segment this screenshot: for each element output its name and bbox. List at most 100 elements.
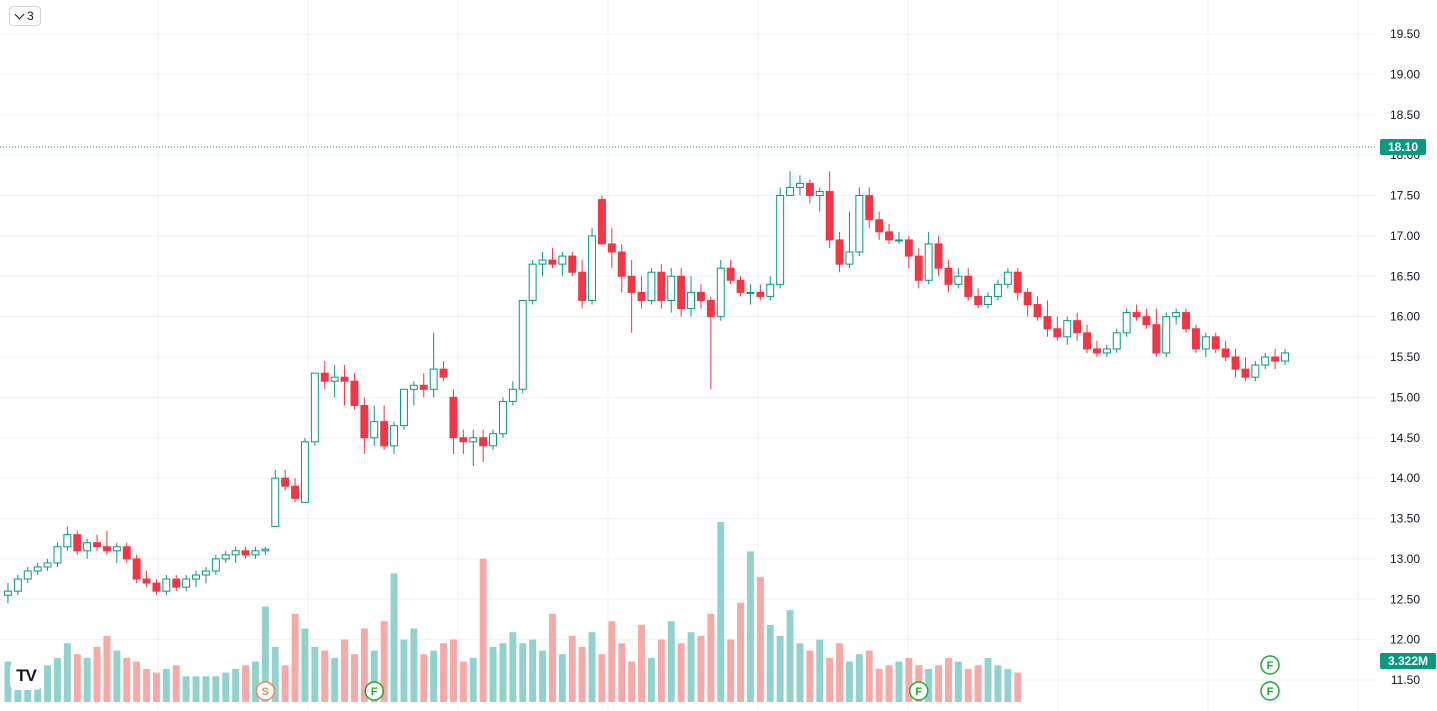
candle xyxy=(112,542,121,563)
candle-body xyxy=(914,255,923,281)
volume-bar xyxy=(222,672,230,702)
candle-body xyxy=(13,578,22,592)
candle xyxy=(706,296,715,390)
marker-label: F xyxy=(915,686,922,698)
volume-bar xyxy=(786,610,794,702)
candle xyxy=(667,268,676,313)
candle-body xyxy=(102,546,111,552)
candle-body xyxy=(429,368,438,390)
volume-bar xyxy=(182,676,190,702)
volume-bar xyxy=(420,654,428,702)
candle-body xyxy=(815,190,824,196)
volume-bar xyxy=(737,602,745,702)
candle-body xyxy=(518,299,527,390)
candle xyxy=(637,276,646,309)
candle xyxy=(192,570,201,588)
candle xyxy=(825,171,834,248)
price-axis[interactable]: 19.5019.0018.5018.0017.5017.0016.5016.00… xyxy=(1390,27,1420,687)
volume-bar xyxy=(865,650,873,702)
candle-body xyxy=(122,546,131,560)
candle xyxy=(845,211,854,269)
volume-bar xyxy=(935,665,943,702)
candle-body xyxy=(558,255,567,265)
candle xyxy=(766,276,775,301)
y-tick-label: 14.00 xyxy=(1390,471,1420,485)
candle xyxy=(409,381,418,406)
y-tick-label: 17.50 xyxy=(1390,189,1420,203)
candle-body xyxy=(825,190,834,241)
volume-bar xyxy=(370,650,378,702)
candle xyxy=(1261,352,1270,370)
volume-bar xyxy=(994,665,1002,702)
candle-body xyxy=(845,251,854,265)
volume-bar xyxy=(845,661,853,702)
volume-bar xyxy=(568,635,576,702)
candle-body xyxy=(201,570,210,576)
volume-bar xyxy=(261,606,269,702)
volume-bar xyxy=(341,639,349,702)
candle xyxy=(1132,304,1141,321)
volume-bar xyxy=(944,657,952,702)
candle-body xyxy=(548,259,557,265)
volume-bar xyxy=(925,668,933,702)
marker-label: F xyxy=(1267,686,1274,698)
volume-bar xyxy=(123,657,131,702)
candle-body xyxy=(360,404,369,439)
volume-bar xyxy=(954,661,962,702)
candle-body xyxy=(132,558,141,580)
candle xyxy=(142,570,151,588)
volume-bar xyxy=(162,668,170,702)
candle xyxy=(835,231,844,273)
volume-bar xyxy=(964,668,972,702)
candle xyxy=(310,372,319,446)
candle-body xyxy=(300,441,309,503)
volume-bars xyxy=(4,522,1022,702)
candle xyxy=(993,280,1002,301)
candle-body xyxy=(83,542,92,552)
candle xyxy=(954,268,963,289)
candle xyxy=(63,526,72,551)
candle-body xyxy=(192,574,201,580)
candle xyxy=(13,575,22,596)
candle xyxy=(1182,308,1191,333)
candle xyxy=(53,542,62,567)
candle-body xyxy=(726,267,735,281)
event-markers[interactable]: S F F F F xyxy=(255,655,1280,701)
y-tick-label: 11.50 xyxy=(1391,673,1420,687)
candle xyxy=(390,421,399,454)
candle-body xyxy=(1063,320,1072,338)
volume-bar xyxy=(242,665,250,702)
candle xyxy=(350,373,359,410)
collapse-indicators-button[interactable]: 3 xyxy=(9,6,41,26)
candle xyxy=(687,276,696,317)
candle xyxy=(221,550,230,563)
candle xyxy=(1092,340,1101,357)
candle xyxy=(904,235,913,269)
candle xyxy=(726,260,735,285)
y-tick-label: 18.50 xyxy=(1390,108,1420,122)
candle-body xyxy=(706,299,715,318)
marker-label: F xyxy=(371,686,378,698)
candle-body xyxy=(459,437,468,443)
candle xyxy=(795,175,804,196)
candle-body xyxy=(211,558,220,572)
y-tick-label: 12.00 xyxy=(1390,633,1420,647)
candle-body xyxy=(1191,328,1200,350)
candle-body xyxy=(370,421,379,439)
candle xyxy=(340,365,349,406)
volume-bar xyxy=(469,657,477,702)
candle xyxy=(1251,361,1260,382)
candle-body xyxy=(795,182,804,188)
candle xyxy=(320,361,329,390)
volume-bar xyxy=(449,639,457,702)
volume-bar xyxy=(440,643,448,702)
candle-body xyxy=(1112,332,1121,350)
volume-bar xyxy=(806,650,814,702)
candle-body xyxy=(1083,332,1092,350)
candle-body xyxy=(1132,312,1141,318)
candle xyxy=(1013,268,1022,301)
candle-body xyxy=(756,291,765,297)
event-marker: F xyxy=(909,681,929,701)
tradingview-logo[interactable]: TV xyxy=(10,662,42,690)
